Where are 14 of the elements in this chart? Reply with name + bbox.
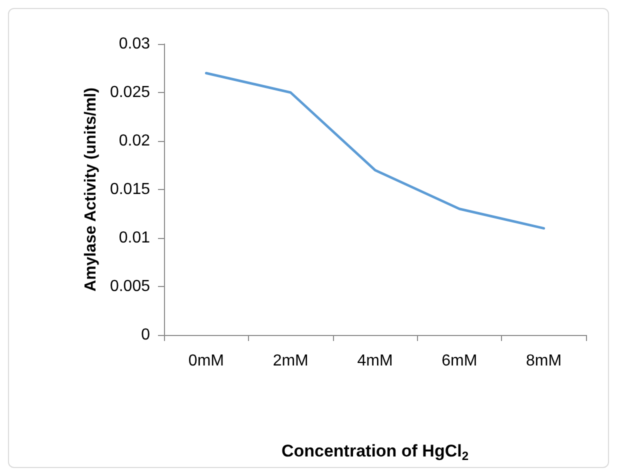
y-tick-label: 0.015	[110, 181, 150, 198]
x-tick-label: 4mM	[357, 352, 393, 370]
y-axis-title: Amylase Activity (units/ml)	[82, 88, 100, 292]
x-tick-label: 6mM	[442, 352, 478, 370]
y-tick-label: 0.025	[110, 84, 150, 101]
y-tick-label: 0	[141, 326, 150, 344]
line-series	[204, 72, 546, 230]
x-tick-label: 8mM	[526, 352, 562, 370]
y-tick-label: 0.01	[118, 230, 150, 246]
x-tick-label: 0mM	[188, 352, 224, 370]
y-tick-label: 0.02	[118, 132, 150, 150]
y-tick-label: 0.03	[118, 36, 150, 52]
y-tick-label: 0.005	[110, 278, 150, 295]
x-tick-label: 2mM	[272, 352, 308, 370]
